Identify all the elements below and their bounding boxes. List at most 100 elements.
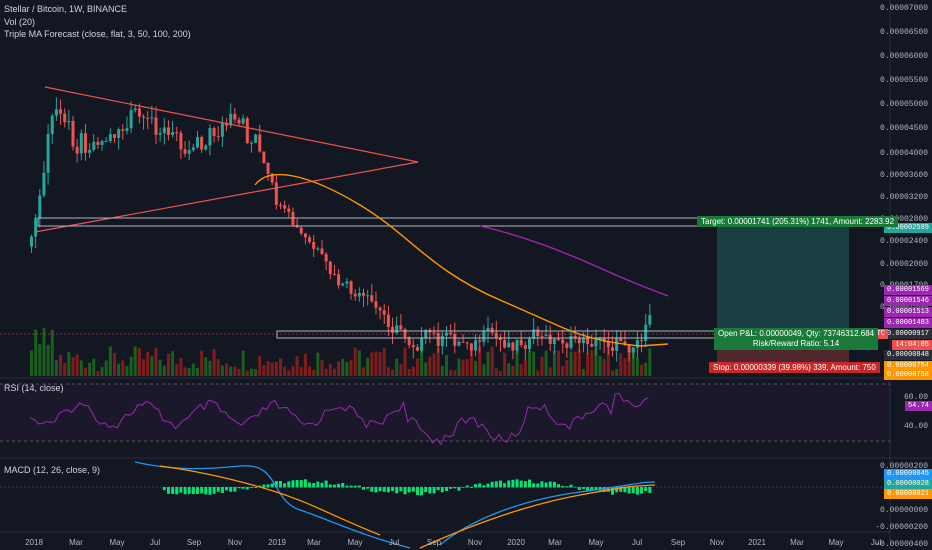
candle-body [30,236,33,247]
volume-bar [590,350,594,376]
macd-label[interactable]: MACD (12, 26, close, 9) [4,465,101,475]
candle-body [507,342,511,348]
triple-ma-indicator-label[interactable]: Triple MA Forecast (close, flat, 3, 50, … [4,29,191,39]
macd-hist-bar [279,480,282,488]
macd-tag-0: 0.00000045 [883,469,932,479]
macd-hist-bar [548,481,552,488]
volume-bar [38,343,42,376]
candle-body [474,340,478,351]
macd-hist-bar [590,487,594,491]
volume-bar [121,360,125,376]
macd-hist-bar [611,487,614,495]
macd-hist-bar [440,487,444,493]
macd-hist-bar [225,487,229,491]
open-pl-box[interactable]: Open P&L: 0.00000049, Qty: 73746312.684 … [714,328,879,350]
volume-bar [254,369,258,376]
volume-bar [63,362,67,376]
macd-hist-bar [465,485,469,488]
macd-hist-bar [171,487,175,494]
rsi-band-fill [0,384,890,441]
volume-bar [640,364,644,376]
time-axis-label: 2020 [507,538,525,547]
time-axis-label: May [109,538,125,547]
macd-hist-bar [528,479,531,488]
volume-bar [54,360,58,376]
macd-hist-bar [212,487,216,494]
macd-hist-bar [606,487,610,492]
candle-body [445,332,448,336]
candle-body [374,301,378,308]
candle-body [519,339,523,346]
rsi-label[interactable]: RSI (14, close) [4,383,64,393]
candle-body [581,337,585,344]
candle-body [171,132,175,136]
candle-body [611,347,614,351]
candle-body [67,120,71,123]
volume-bar [204,357,208,376]
macd-hist-bar [561,485,565,488]
macd-hist-bar [428,487,432,494]
candle-body [183,149,187,154]
time-axis-label: 2018 [25,538,43,547]
volume-bar [474,360,478,376]
macd-tag-1: 0.00000028 [883,479,932,489]
macd-hist-bar [175,487,179,495]
candle-body [279,204,282,206]
macd-line [134,461,656,549]
volume-bar [291,366,295,376]
candle-body [137,108,141,117]
candle-body [370,295,374,302]
candle-body [528,338,531,350]
volume-bar [428,356,432,376]
volume-bar [166,353,170,376]
macd-hist-bar [200,487,204,494]
price-axis-label: 0.00002000 [879,260,928,269]
candle-body [349,281,353,294]
price-tag: 0.00001569 [883,285,932,295]
candle-body [403,329,407,338]
volume-bar [594,347,598,376]
price-axis-label: 0.00002400 [879,237,928,246]
volume-bar [137,347,141,376]
volume-bar [565,359,569,376]
candle-body [328,261,332,275]
macd-axis-1: 0.00000000 [879,506,928,515]
macd-hist-bar [457,487,461,491]
candle-body [229,113,233,126]
candle-body [366,295,370,297]
volume-bar [117,363,121,376]
macd-hist-bar [208,487,212,495]
volume-bar [598,355,602,376]
macd-hist-bar [283,483,287,488]
price-tag: 0.00000917 [883,329,932,339]
stop-box[interactable]: Stop: 0.00000339 (39.98%) 339, Amount: 7… [709,362,880,373]
volume-bar [312,369,316,376]
macd-hist-bar [619,487,623,492]
macd-hist-bar [382,487,386,492]
macd-hist-bar [187,487,191,494]
macd-hist-bar [332,484,336,488]
macd-hist-bar [507,480,511,488]
volume-bar [299,367,303,376]
candle-body [569,335,573,348]
triangle-upper-line [44,86,419,163]
macd-hist-bar [573,486,577,488]
macd-hist-bar [420,487,424,496]
candle-body [515,339,519,351]
price-tag: 0.00001483 [883,318,932,328]
candle-body [146,117,150,119]
macd-hist-bar [511,479,515,488]
volume-indicator-label[interactable]: Vol (20) [4,17,36,27]
volume-bar [324,368,328,376]
macd-hist-bar [374,487,378,493]
volume-bar [171,351,175,376]
target-box[interactable]: Target: 0.00001741 (205.31%) 1741, Amoun… [697,216,899,227]
macd-axis-3: -0.00000400 [875,540,928,549]
volume-bar [619,353,623,376]
volume-bar [328,364,332,376]
candle-body [150,117,154,119]
macd-hist-bar [515,479,519,488]
macd-hist-bar [449,487,453,489]
macd-hist-bar [494,481,498,488]
